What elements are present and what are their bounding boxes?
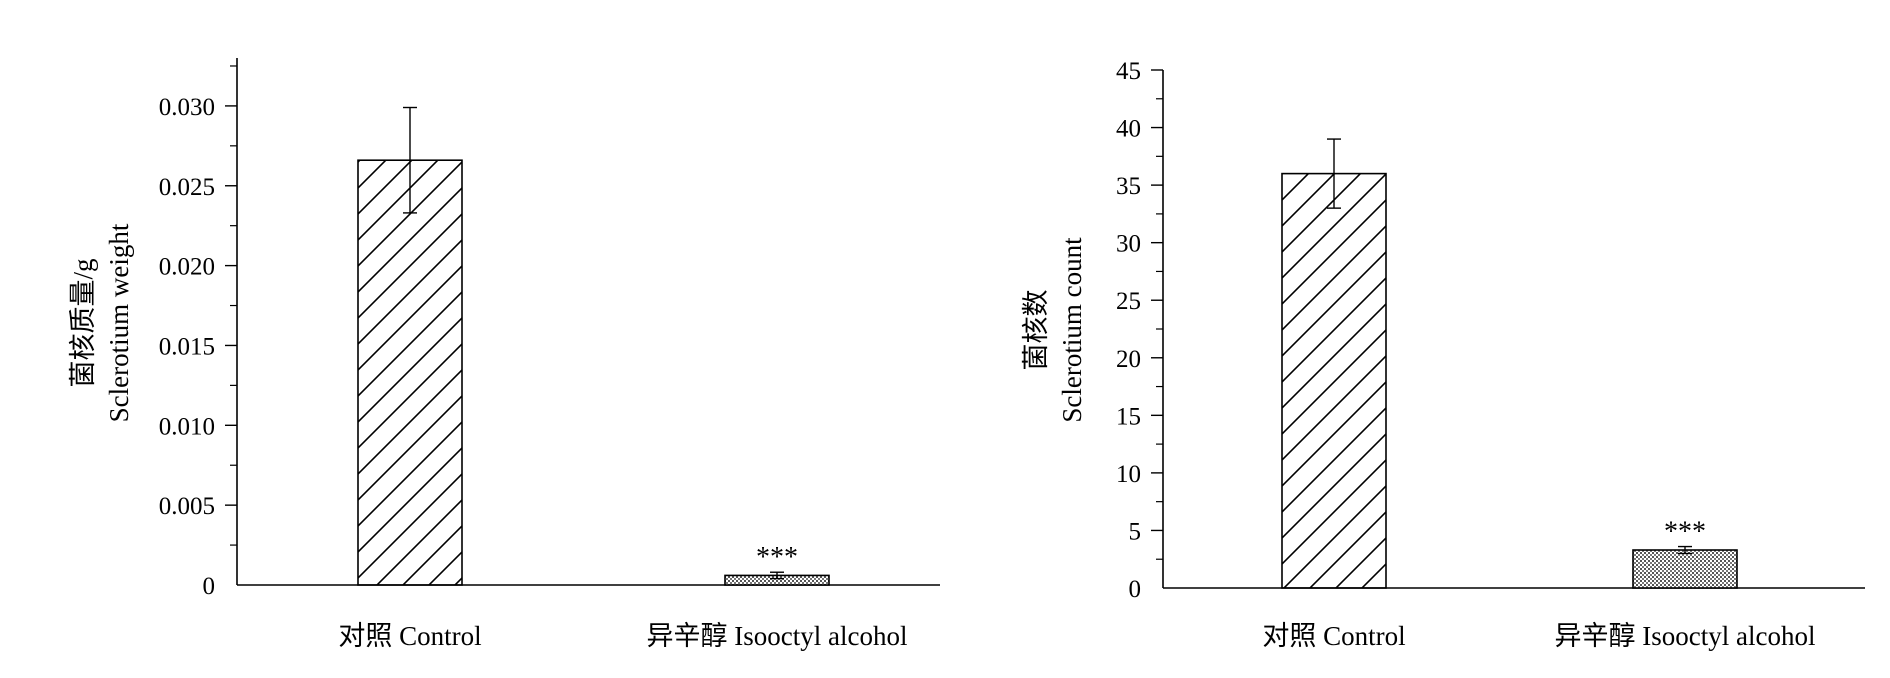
y-tick-label: 10: [1116, 461, 1141, 488]
y-tick-label: 0.025: [159, 174, 215, 201]
y-tick-label: 15: [1116, 403, 1141, 430]
y-tick-label: 0.015: [159, 333, 215, 360]
y-axis-title-zh: 菌核数: [1021, 290, 1051, 371]
x-category-label-1: 异辛醇 Isooctyl alcohol: [1555, 621, 1816, 651]
x-category-label-0: 对照 Control: [338, 621, 481, 651]
chart-panel-weight: 0 0.005 0.010 0.015 0.020 0.025 0.030 菌核质量/g Scl…: [68, 58, 940, 651]
y-tick-label: 0.010: [159, 413, 215, 440]
significance-marker-1: ***: [1664, 517, 1706, 548]
bar-1: [1632, 549, 1738, 589]
x-category-label-0: 对照 Control: [1262, 621, 1405, 651]
y-axis-title-en: Sclerotium count: [1057, 237, 1087, 423]
y-axis-title-zh: 菌核质量/g: [68, 258, 98, 387]
y-tick-label: 0: [1129, 576, 1142, 603]
significance-marker-1: ***: [756, 542, 798, 573]
chart-panel-count: 0 5 10 15 20 25 30 35 40 45 菌核数 Sclerotium count 对照 …: [1021, 58, 1865, 651]
y-tick-label: 25: [1116, 288, 1141, 315]
y-tick-label: 0.020: [159, 254, 215, 281]
y-tick-label: 0.030: [159, 94, 215, 121]
y-tick-label: 0.005: [159, 493, 215, 520]
y-tick-label: 45: [1116, 58, 1141, 85]
y-tick-label: 0: [203, 573, 216, 600]
y-axis-title-en: Sclerotium weight: [104, 223, 134, 422]
bar-0: [357, 159, 463, 586]
bar-0: [1281, 172, 1387, 589]
y-tick-label: 30: [1116, 231, 1141, 258]
x-category-label-1: 异辛醇 Isooctyl alcohol: [647, 621, 908, 651]
y-tick-label: 35: [1116, 173, 1141, 200]
y-tick-label: 5: [1129, 518, 1142, 545]
y-tick-label: 40: [1116, 116, 1141, 143]
y-tick-label: 20: [1116, 346, 1141, 373]
